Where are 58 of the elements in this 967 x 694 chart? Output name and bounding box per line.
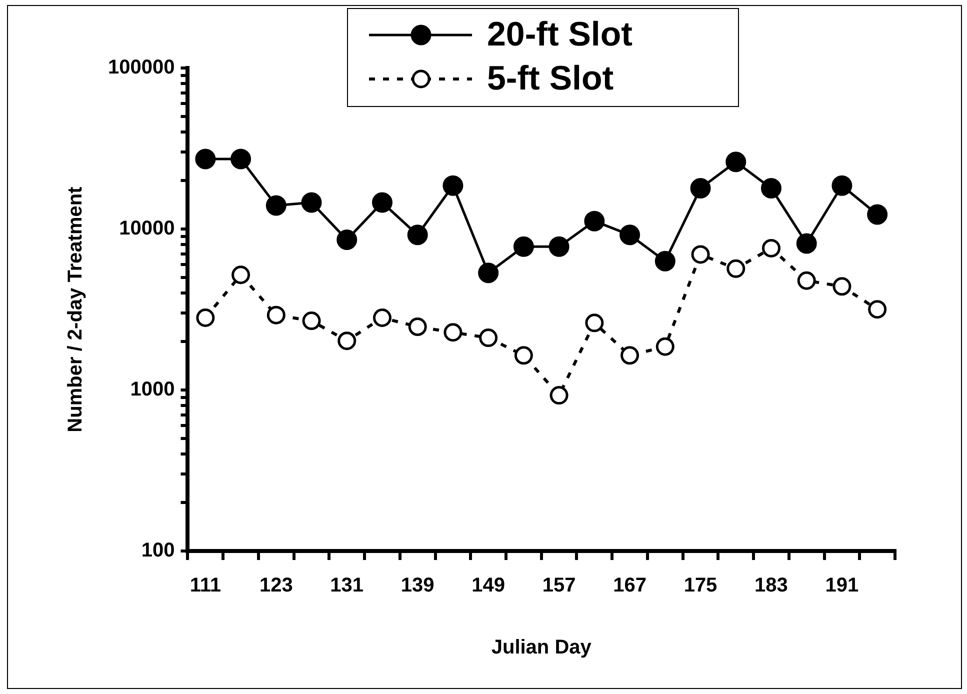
point (408, 318, 427, 336)
point (762, 238, 780, 258)
point (585, 314, 604, 332)
y-tick-label: 100 (141, 540, 175, 562)
point (442, 175, 464, 196)
point (654, 250, 676, 272)
point (336, 230, 358, 250)
x-tick-label: 175 (684, 574, 718, 597)
point (656, 337, 674, 356)
y-tick-label: 100000 (108, 56, 175, 79)
x-tick-label: 157 (542, 574, 576, 597)
point (230, 148, 252, 170)
point (478, 262, 499, 284)
point (796, 233, 817, 254)
point (232, 266, 250, 284)
x-tick-label: 123 (259, 574, 293, 597)
point (620, 224, 640, 246)
point (867, 204, 888, 225)
x-tick-label: 167 (613, 574, 646, 597)
point (760, 178, 782, 199)
point (797, 271, 816, 290)
point (266, 306, 286, 324)
point (338, 332, 356, 350)
point (301, 192, 322, 213)
point (266, 195, 286, 216)
point (407, 224, 428, 246)
point (832, 175, 852, 196)
point (195, 148, 216, 170)
y-axis-title: Number / 2-day Treatment (64, 186, 87, 432)
x-axis-title: Julian Day (491, 636, 592, 659)
point (444, 323, 462, 342)
legend-label: 5-ft Slot (487, 59, 614, 98)
point (196, 308, 215, 328)
point (868, 300, 887, 319)
y-tick-label: 1000 (130, 378, 175, 401)
x-tick-label: 131 (330, 574, 364, 597)
point (372, 192, 392, 213)
x-tick-label: 149 (472, 574, 506, 597)
point (372, 308, 392, 328)
x-tick-label: 183 (754, 574, 788, 597)
point (513, 236, 534, 257)
point (302, 312, 321, 330)
point (726, 152, 746, 172)
point (548, 236, 570, 257)
point (690, 178, 711, 199)
x-tick-label: 139 (400, 574, 434, 597)
point (691, 245, 710, 264)
point (832, 277, 852, 296)
point (479, 328, 498, 348)
point (584, 210, 605, 232)
point (514, 346, 533, 365)
legend-label: 20-ft Slot (487, 15, 632, 54)
point (550, 386, 568, 405)
x-tick-label: 111 (190, 574, 222, 597)
y-tick-label: 10000 (119, 218, 175, 240)
point (620, 346, 640, 365)
x-tick-label: 191 (825, 574, 859, 597)
point (726, 259, 746, 278)
